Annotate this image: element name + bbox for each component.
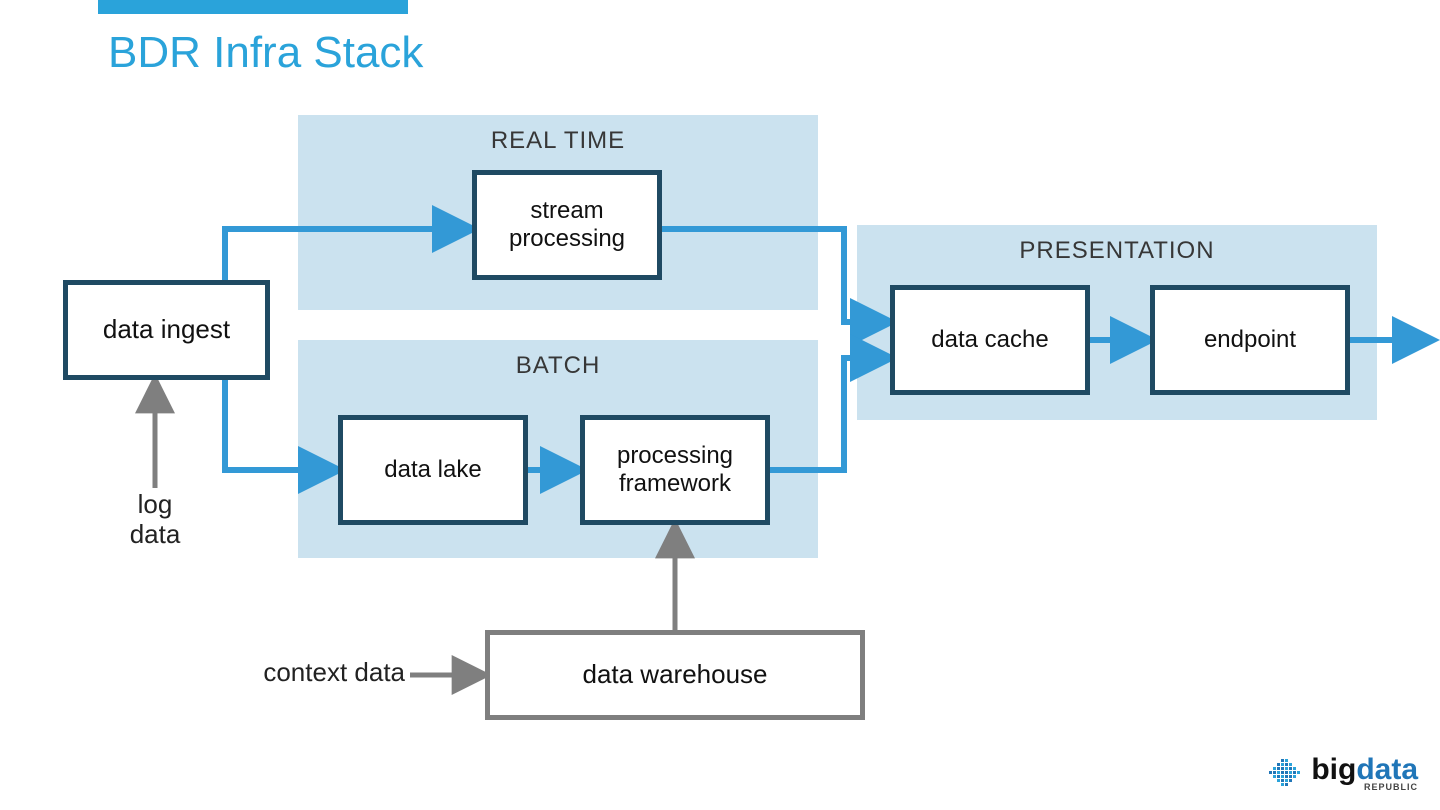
brand-logo-big: big [1311,753,1356,786]
page-title: BDR Infra Stack [108,28,423,78]
node-processing-framework: processingframework [580,415,770,525]
brand-logo-data: data [1356,753,1418,786]
node-processing-framework-label: processingframework [617,442,733,497]
node-data-cache: data cache [890,285,1090,395]
region-realtime-label: REAL TIME [298,127,818,155]
node-data-lake: data lake [338,415,528,525]
node-endpoint-label: endpoint [1204,326,1296,354]
node-data-cache-label: data cache [931,326,1048,354]
node-data-ingest-label: data ingest [103,315,230,345]
node-data-ingest: data ingest [63,280,270,380]
region-batch-label: BATCH [298,352,818,380]
brand-logo: bigdata REPUBLIC [1267,757,1418,793]
region-presentation-label: PRESENTATION [857,237,1377,265]
node-data-lake-label: data lake [384,456,481,484]
node-data-warehouse-label: data warehouse [582,660,767,690]
brand-logo-text: bigdata REPUBLIC [1311,757,1418,793]
brand-logo-icon [1267,757,1305,791]
node-data-warehouse: data warehouse [485,630,865,720]
label-log-data: logdata [115,490,195,550]
node-stream-processing: streamprocessing [472,170,662,280]
accent-bar [98,0,408,14]
label-context-data: context data [235,658,405,688]
node-endpoint: endpoint [1150,285,1350,395]
node-stream-processing-label: streamprocessing [509,197,625,252]
